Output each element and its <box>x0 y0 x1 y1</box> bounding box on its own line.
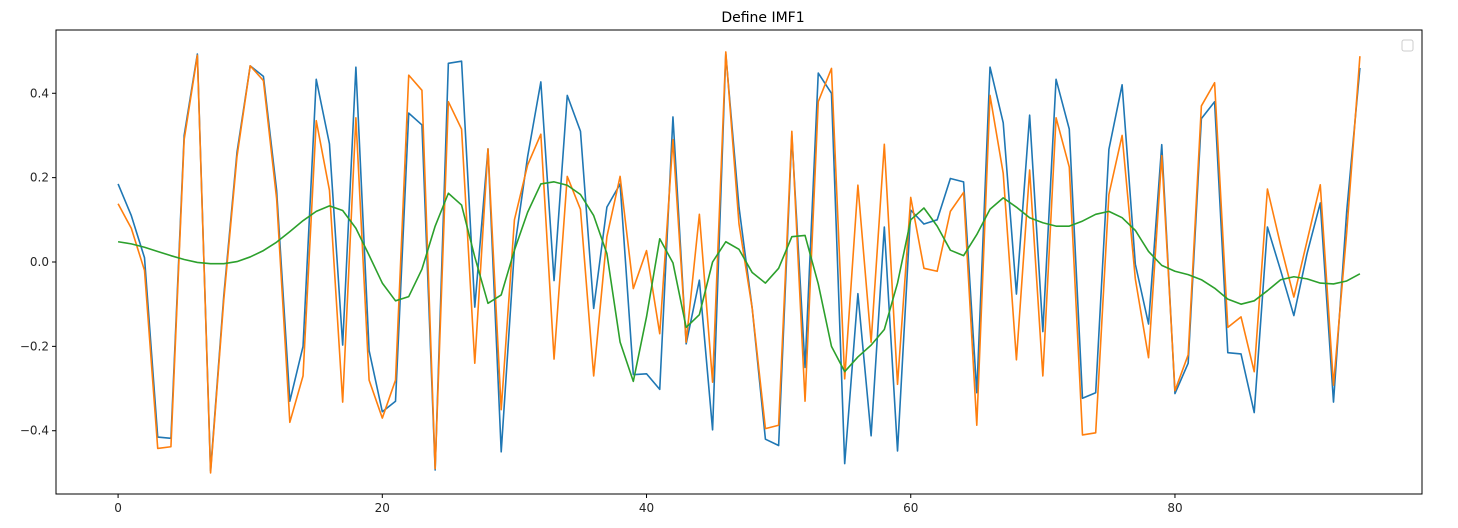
series-line-1 <box>117 53 1361 472</box>
x-tick-label: 0 <box>114 501 122 515</box>
series-layer <box>117 51 1361 474</box>
x-tick-label: 40 <box>639 501 654 515</box>
series-line-3 <box>117 181 1361 383</box>
plot-area <box>56 30 1422 494</box>
chart-title: Define IMF1 <box>721 10 804 26</box>
plot-frame <box>55 29 1423 495</box>
y-tick-label: −0.2 <box>20 339 49 353</box>
x-tick-label: 20 <box>375 501 390 515</box>
x-tick-label: 60 <box>903 501 918 515</box>
y-tick-label: 0.0 <box>30 255 49 269</box>
series-line-2 <box>117 51 1361 474</box>
x-axis-ticks: 0 20 40 60 80 <box>114 494 1183 515</box>
y-tick-label: 0.2 <box>30 171 49 185</box>
legend-box[interactable] <box>1401 39 1414 52</box>
y-tick-label: −0.4 <box>20 424 49 438</box>
y-axis-ticks: −0.4 −0.2 0.0 0.2 0.4 <box>20 86 56 438</box>
x-tick-label: 80 <box>1167 501 1182 515</box>
y-tick-label: 0.4 <box>30 86 49 100</box>
